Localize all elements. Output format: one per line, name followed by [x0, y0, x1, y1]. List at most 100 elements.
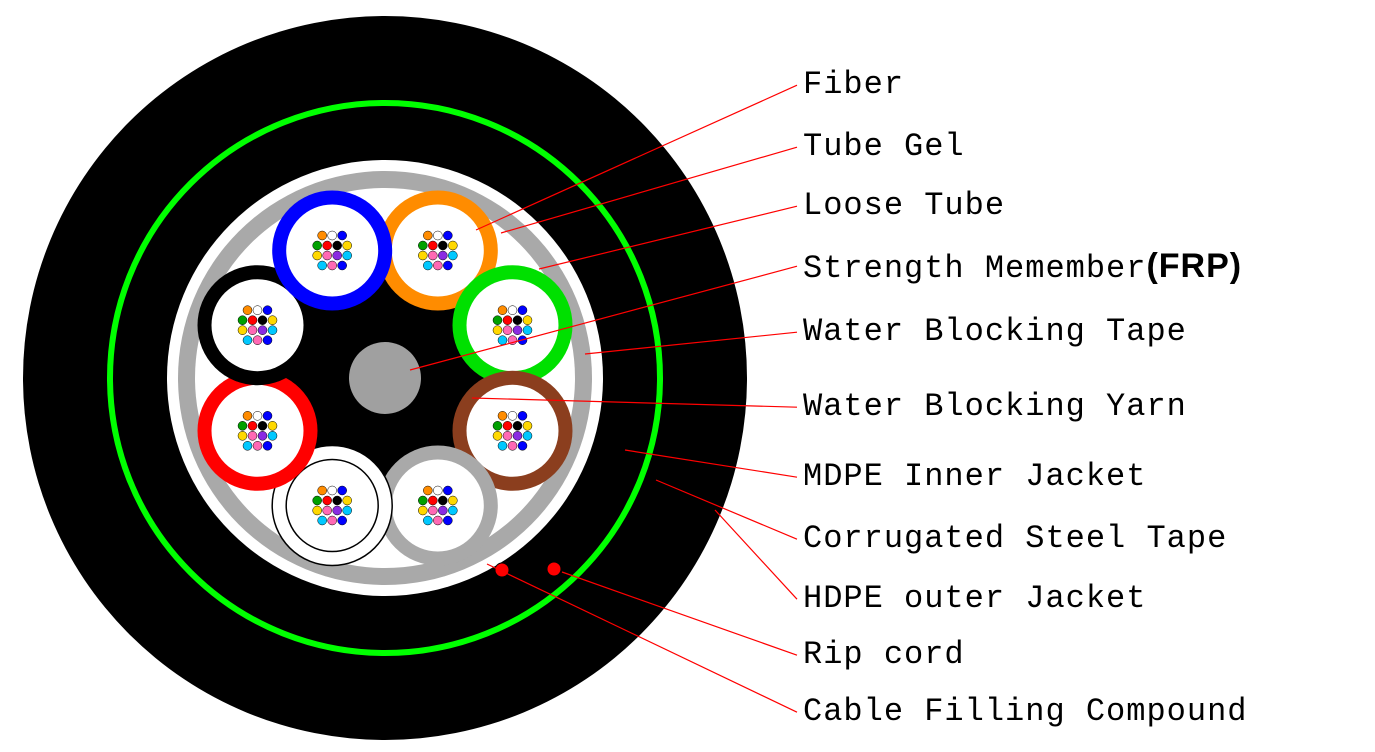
fiber [343, 241, 352, 250]
label-text: HDPE outer Jacket [803, 580, 1146, 617]
fiber [448, 496, 457, 505]
fiber [323, 496, 332, 505]
fiber [518, 411, 527, 420]
label-tubegel: Tube Gel [803, 128, 965, 165]
fiber [238, 421, 247, 430]
fiber [433, 486, 442, 495]
fiber [438, 251, 447, 260]
fiber [263, 441, 272, 450]
fiber [258, 316, 267, 325]
fiber [503, 431, 512, 440]
fiber [513, 421, 522, 430]
fiber [438, 496, 447, 505]
fiber [243, 336, 252, 345]
fiber [518, 306, 527, 315]
fiber [498, 306, 507, 315]
tube-gel [392, 459, 484, 551]
label-steel: Corrugated Steel Tape [803, 520, 1227, 557]
fiber [498, 336, 507, 345]
fiber [513, 316, 522, 325]
label-text: Corrugated Steel Tape [803, 520, 1227, 557]
fiber [493, 316, 502, 325]
label-wbtape: Water Blocking Tape [803, 313, 1187, 350]
fiber [258, 431, 267, 440]
fiber [508, 411, 517, 420]
label-text: Water Blocking Tape [803, 313, 1187, 350]
fiber [508, 441, 517, 450]
fiber [333, 506, 342, 515]
fiber [258, 421, 267, 430]
tube-gel [392, 205, 484, 297]
strength-member-frp [349, 342, 421, 414]
fiber [333, 496, 342, 505]
fiber [253, 441, 262, 450]
label-text: Fiber [803, 66, 904, 103]
fiber [248, 421, 257, 430]
fiber [428, 496, 437, 505]
fiber [323, 251, 332, 260]
fiber [448, 251, 457, 260]
fiber [243, 411, 252, 420]
fiber [333, 251, 342, 260]
fiber [328, 486, 337, 495]
fiber [333, 241, 342, 250]
fiber [418, 506, 427, 515]
fiber [423, 486, 432, 495]
fiber [318, 516, 327, 525]
label-text: Strength Memember [803, 250, 1146, 287]
fiber [328, 261, 337, 270]
fiber [328, 231, 337, 240]
tube-gel [286, 205, 378, 297]
fiber [418, 241, 427, 250]
fiber [503, 316, 512, 325]
fiber [338, 231, 347, 240]
tube-gel [466, 279, 558, 371]
fiber [523, 431, 532, 440]
fiber [263, 336, 272, 345]
fiber [313, 496, 322, 505]
fiber [513, 431, 522, 440]
fiber [443, 261, 452, 270]
label-loosetube: Loose Tube [803, 187, 1005, 224]
fiber [423, 516, 432, 525]
fiber [268, 316, 277, 325]
fiber [423, 261, 432, 270]
diagram-svg [0, 0, 1375, 752]
fiber [418, 251, 427, 260]
label-suffix: (FRP) [1146, 247, 1242, 285]
fiber [248, 431, 257, 440]
fiber [428, 251, 437, 260]
fiber [318, 261, 327, 270]
fiber [443, 486, 452, 495]
label-outer: HDPE outer Jacket [803, 580, 1146, 617]
fiber [433, 516, 442, 525]
fiber [523, 326, 532, 335]
fiber [423, 231, 432, 240]
fiber [493, 431, 502, 440]
fiber [338, 516, 347, 525]
fiber [263, 306, 272, 315]
fiber [523, 316, 532, 325]
fiber [253, 306, 262, 315]
fiber [318, 486, 327, 495]
fiber [498, 441, 507, 450]
loose-tube [378, 445, 498, 565]
loose-tube [272, 191, 392, 311]
loose-tube [452, 265, 572, 385]
fiber [313, 506, 322, 515]
fiber [508, 306, 517, 315]
fiber [428, 241, 437, 250]
fiber [448, 241, 457, 250]
fiber [323, 241, 332, 250]
label-text: MDPE Inner Jacket [803, 458, 1146, 495]
fiber [238, 431, 247, 440]
label-fiber: Fiber [803, 66, 904, 103]
fiber [253, 411, 262, 420]
fiber [238, 326, 247, 335]
label-wbyarn: Water Blocking Yarn [803, 388, 1187, 425]
fiber [343, 506, 352, 515]
fiber [493, 326, 502, 335]
label-filling: Cable Filling Compound [803, 693, 1247, 730]
fiber [438, 241, 447, 250]
fiber [428, 506, 437, 515]
